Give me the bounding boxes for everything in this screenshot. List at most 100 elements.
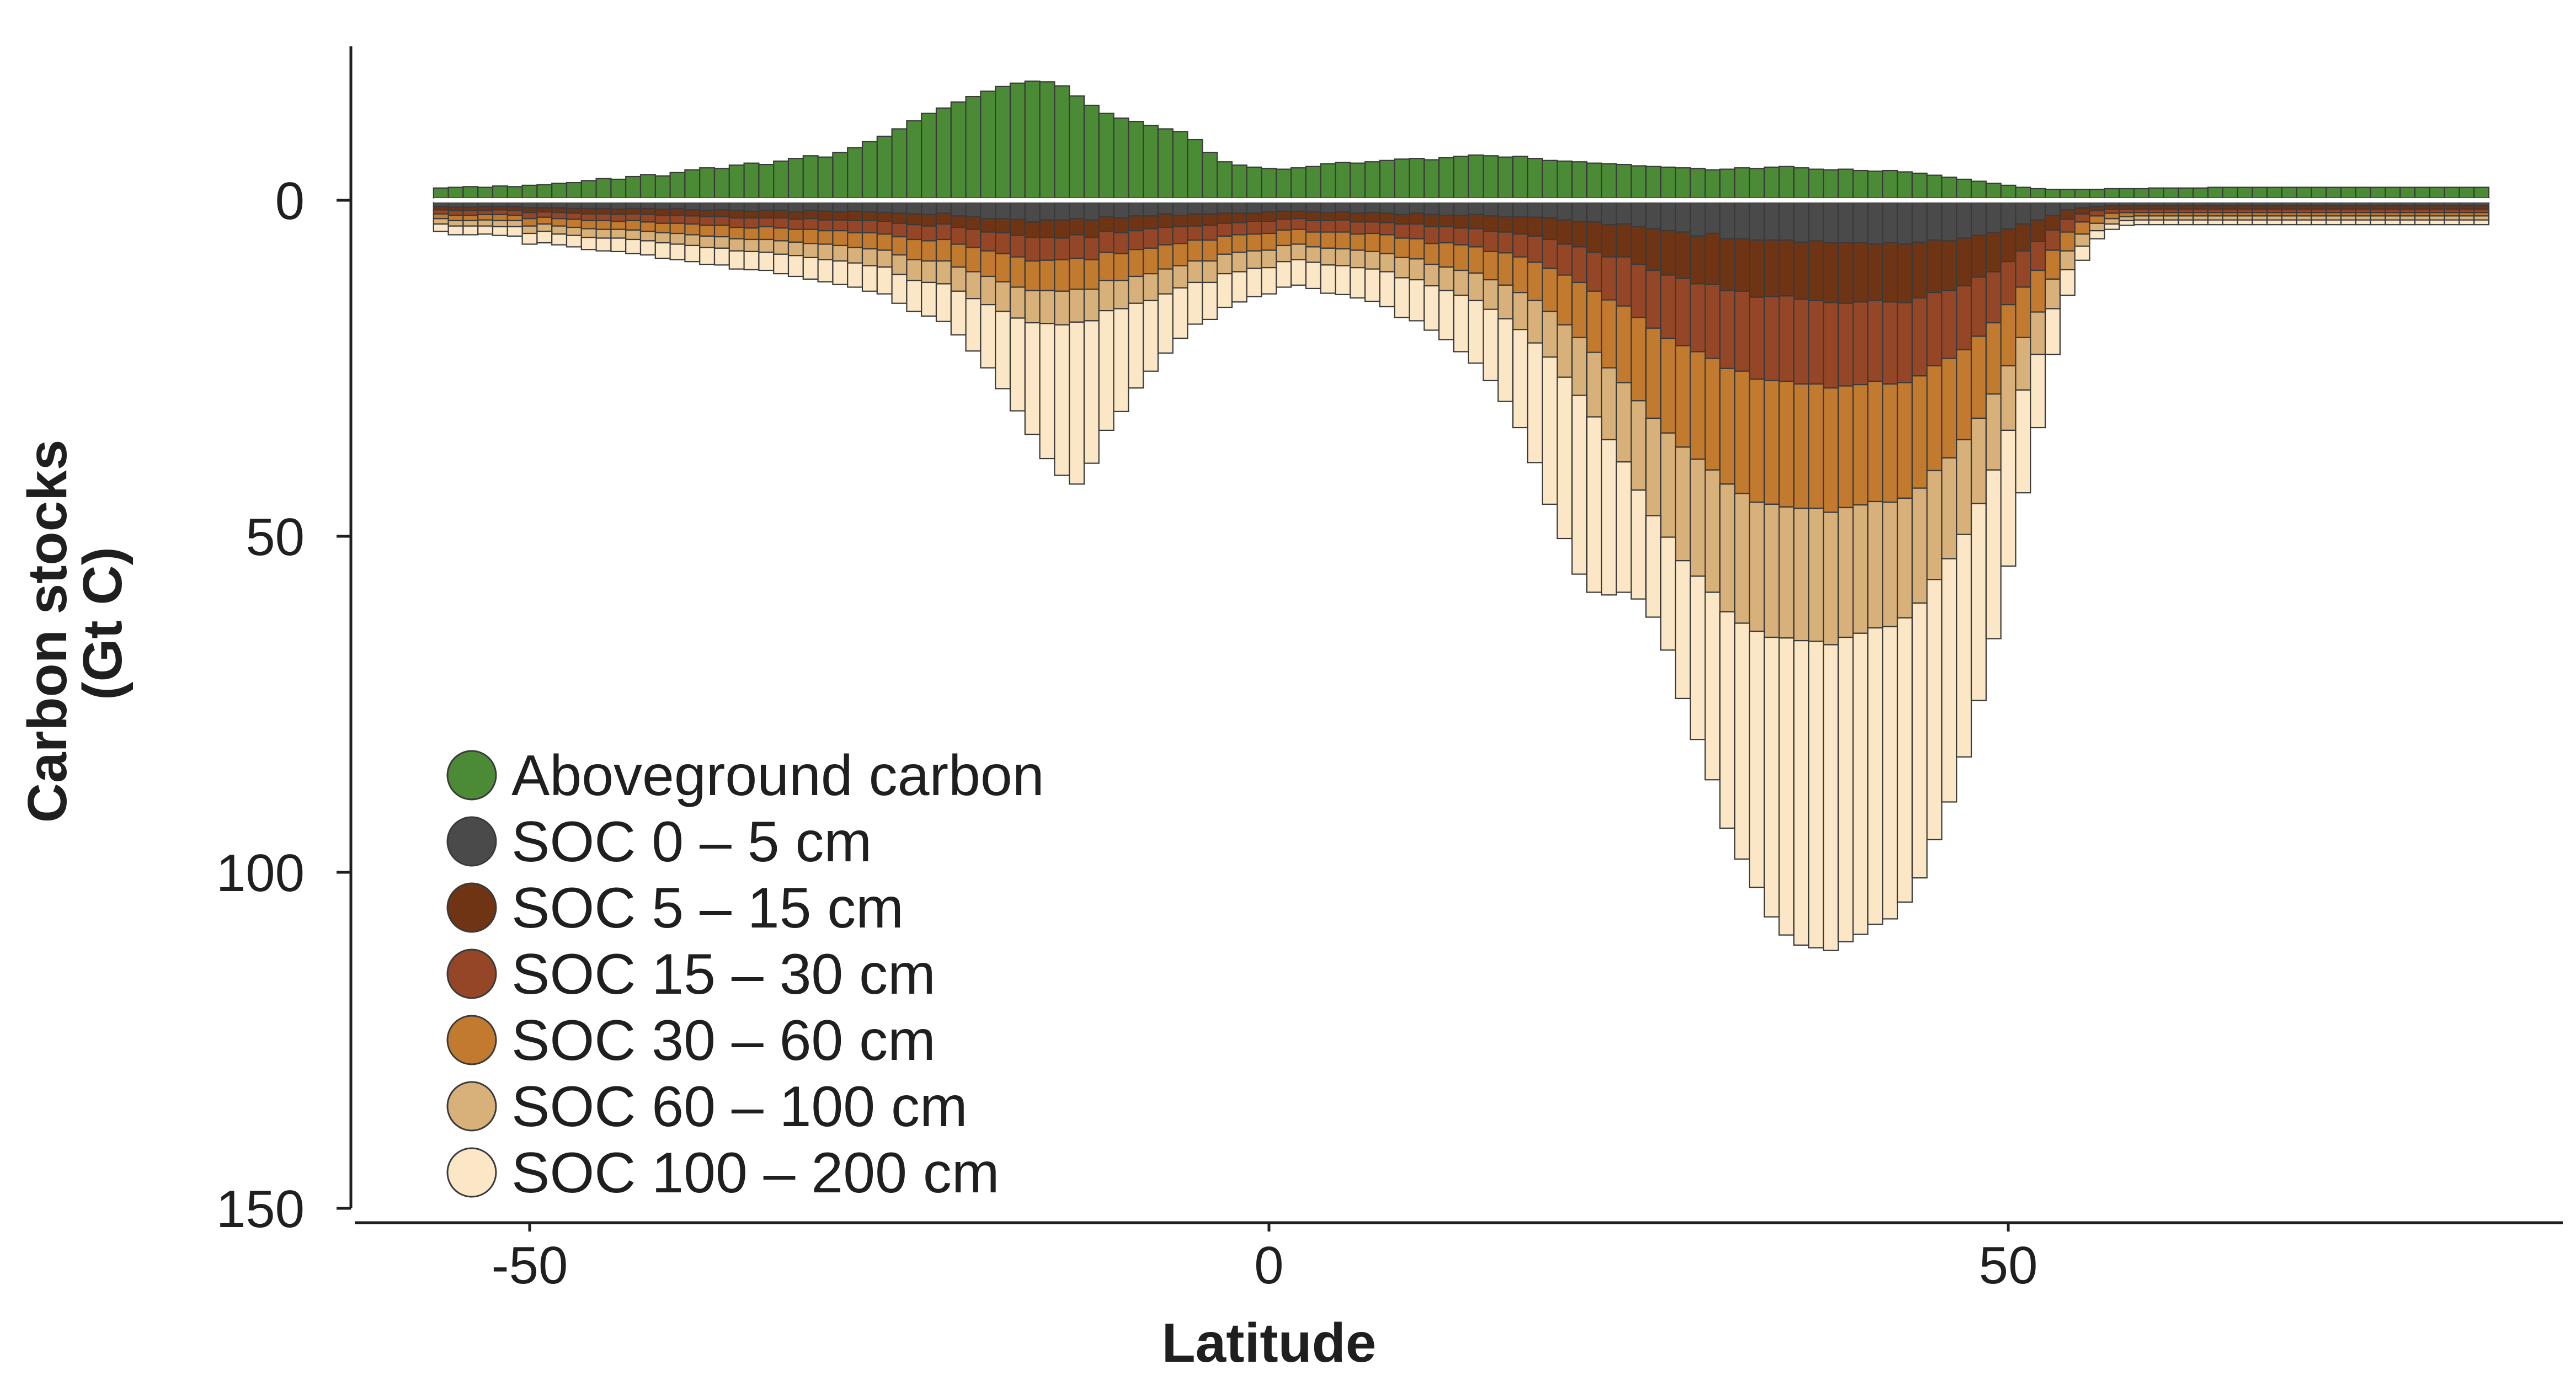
bar-aboveground-carbon-lat--8 [1143, 125, 1159, 199]
bar-soc-60-100-cm-lat--11 [1098, 280, 1114, 312]
bar-soc-15-30-cm-lat-7 [1364, 221, 1381, 234]
bar-soc-100-200-cm-lat-65 [2222, 219, 2238, 226]
bar-soc-5-15-cm-lat-0 [1261, 211, 1277, 222]
bar-soc-30-60-cm-lat-22 [1586, 290, 1603, 353]
bar-aboveground-carbon-lat-13 [1453, 156, 1469, 199]
bar-soc-30-60-cm-lat-14 [1468, 246, 1484, 274]
bar-soc-0-5-cm-lat--3 [1217, 201, 1233, 214]
bar-soc-100-200-cm-lat-50 [2000, 429, 2017, 567]
bar-soc-5-15-cm-lat-30 [1704, 232, 1721, 285]
bar-soc-100-200-cm-lat-73 [2340, 219, 2356, 226]
bar-aboveground-carbon-lat--17 [1009, 82, 1026, 199]
bar-soc-15-30-cm-lat--42 [639, 214, 656, 223]
bar-soc-15-30-cm-lat--46 [580, 213, 597, 221]
bar-soc-60-100-cm-lat-10 [1409, 258, 1425, 281]
bar-soc-0-5-cm-lat-19 [1542, 201, 1558, 219]
bar-soc-100-200-cm-lat-25 [1630, 489, 1647, 600]
bar-aboveground-carbon-lat--12 [1083, 104, 1100, 199]
bar-soc-100-200-cm-lat--13 [1069, 321, 1085, 485]
bar-aboveground-carbon-lat--7 [1157, 128, 1174, 199]
bar-soc-0-5-cm-lat--10 [1113, 201, 1129, 219]
bar-soc-15-30-cm-lat-22 [1586, 252, 1603, 292]
bar-soc-30-60-cm-lat-45 [1926, 365, 1943, 472]
bar-soc-0-5-cm-lat--25 [891, 201, 908, 214]
bar-aboveground-carbon-lat--16 [1024, 80, 1041, 199]
zero-separator [433, 198, 2489, 202]
x-axis-title: Latitude [1162, 1312, 1377, 1374]
bar-soc-100-200-cm-lat-58 [2118, 220, 2135, 226]
bar-soc-100-200-cm-lat-9 [1394, 277, 1410, 318]
y-tick-label: 0 [275, 172, 305, 231]
bar-soc-100-200-cm-lat-45 [1926, 579, 1943, 840]
bar-soc-30-60-cm-lat-17 [1512, 256, 1529, 294]
bar-aboveground-carbon-lat--34 [758, 164, 775, 199]
bar-soc-60-100-cm-lat-48 [1970, 417, 1987, 504]
bar-soc-0-5-cm-lat-46 [1941, 201, 1958, 242]
bar-soc-15-30-cm-lat--51 [506, 210, 523, 216]
bar-soc-15-30-cm-lat-42 [1882, 301, 1898, 385]
bar-soc-15-30-cm-lat--48 [551, 212, 568, 220]
bar-soc-15-30-cm-lat--18 [995, 232, 1011, 254]
bar-aboveground-carbon-lat-4 [1320, 163, 1336, 199]
bar-soc-0-5-cm-lat-2 [1290, 201, 1307, 212]
bar-soc-60-100-cm-lat--10 [1113, 280, 1129, 310]
bar-soc-100-200-cm-lat--7 [1157, 293, 1174, 354]
bar-soc-30-60-cm-lat--21 [950, 243, 967, 268]
bar-soc-0-5-cm-lat-22 [1586, 201, 1603, 223]
bar-soc-100-200-cm-lat-22 [1586, 416, 1603, 593]
bar-soc-60-100-cm-lat-52 [2030, 311, 2046, 355]
bar-aboveground-carbon-lat-50 [2000, 184, 2017, 199]
bar-soc-5-15-cm-lat--6 [1172, 215, 1188, 227]
bar-aboveground-carbon-lat-17 [1512, 156, 1529, 199]
bar-soc-60-100-cm-lat--5 [1187, 260, 1203, 284]
bar-soc-100-200-cm-lat-30 [1704, 591, 1721, 781]
bar-soc-15-30-cm-lat-15 [1482, 231, 1499, 253]
bar-soc-5-15-cm-lat-5 [1335, 211, 1351, 221]
bar-soc-15-30-cm-lat-24 [1615, 256, 1632, 307]
bar-aboveground-carbon-lat-70 [2296, 186, 2312, 199]
bar-soc-30-60-cm-lat--55 [447, 215, 464, 221]
bar-soc-30-60-cm-lat--14 [1054, 259, 1070, 292]
bar-soc-5-15-cm-lat--48 [551, 207, 568, 214]
bar-soc-60-100-cm-lat--38 [699, 235, 716, 248]
bar-soc-60-100-cm-lat-44 [1911, 487, 1928, 604]
bar-soc-5-15-cm-lat-22 [1586, 221, 1603, 253]
bar-soc-30-60-cm-lat--8 [1143, 247, 1159, 275]
bar-soc-100-200-cm-lat-26 [1645, 515, 1662, 618]
bar-aboveground-carbon-lat--33 [773, 160, 790, 199]
bar-soc-60-100-cm-lat-40 [1852, 504, 1869, 634]
bar-soc-100-200-cm-lat--55 [447, 225, 464, 236]
bar-aboveground-carbon-lat-82 [2473, 186, 2490, 199]
bar-aboveground-carbon-lat-63 [2192, 187, 2209, 199]
bar-aboveground-carbon-lat-15 [1482, 155, 1499, 199]
bar-soc-60-100-cm-lat--13 [1069, 289, 1085, 323]
bar-soc-15-30-cm-lat-13 [1453, 227, 1469, 246]
bar-soc-30-60-cm-lat--6 [1172, 243, 1188, 266]
series-0 [433, 80, 2490, 199]
bar-soc-15-30-cm-lat--37 [713, 216, 730, 226]
bar-soc-15-30-cm-lat-34 [1763, 296, 1780, 381]
bar-soc-30-60-cm-lat-11 [1423, 243, 1440, 265]
bar-soc-100-200-cm-lat-8 [1379, 271, 1395, 307]
bar-soc-0-5-cm-lat-5 [1335, 201, 1351, 213]
bar-soc-60-100-cm-lat--29 [832, 244, 849, 262]
bar-aboveground-carbon-lat--26 [876, 135, 893, 199]
bar-soc-60-100-cm-lat-27 [1660, 432, 1677, 538]
bar-soc-15-30-cm-lat-31 [1719, 290, 1736, 369]
legend-swatch [446, 750, 497, 801]
bar-soc-60-100-cm-lat--15 [1039, 290, 1055, 324]
bar-soc-60-100-cm-lat-7 [1364, 250, 1381, 270]
bar-soc-100-200-cm-lat--11 [1098, 310, 1114, 431]
bar-soc-60-100-cm-lat-43 [1896, 497, 1913, 619]
bar-soc-30-60-cm-lat-40 [1852, 383, 1869, 506]
bar-aboveground-carbon-lat--31 [802, 155, 819, 199]
bar-soc-15-30-cm-lat--28 [847, 220, 863, 233]
bar-soc-100-200-cm-lat-32 [1734, 622, 1751, 860]
bar-soc-5-15-cm-lat--43 [625, 207, 642, 215]
bar-soc-60-100-cm-lat--2 [1231, 252, 1247, 273]
bar-soc-0-5-cm-lat-24 [1615, 201, 1632, 225]
bar-soc-30-60-cm-lat--48 [551, 218, 568, 227]
bar-soc-100-200-cm-lat-82 [2473, 219, 2490, 226]
bar-soc-100-200-cm-lat-40 [1852, 632, 1869, 935]
bar-soc-30-60-cm-lat-13 [1453, 244, 1469, 271]
